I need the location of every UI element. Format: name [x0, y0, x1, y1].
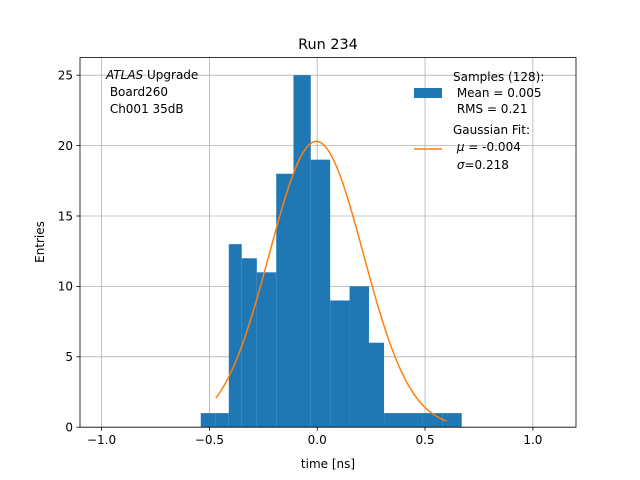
legend-fit-mu-symbol: μ — [456, 140, 465, 154]
axes-frame — [79, 57, 577, 428]
y-tick-label: 20 — [58, 139, 73, 153]
legend-histogram-line-3: RMS = 0.21 — [453, 102, 528, 116]
y-axis-ticks: 0 5 10 15 20 25 — [58, 69, 80, 435]
y-tick-label: 5 — [65, 350, 73, 364]
histogram-bar — [310, 159, 331, 428]
legend-histogram-line-2: Mean = 0.005 — [453, 86, 542, 100]
x-tick-label: −1.0 — [87, 433, 116, 447]
chart-title: Run 234 — [298, 37, 358, 53]
gaussian-fit-line — [215, 140, 447, 422]
histogram-bar — [330, 300, 350, 428]
histogram-bar — [228, 244, 242, 428]
x-axis-label: time [ns] — [301, 457, 355, 471]
legend-fit-line-3: σ=0.218 — [453, 158, 509, 172]
legend-fit-line-2: μ = -0.004 — [453, 140, 521, 154]
legend-fit-mu-value: = -0.004 — [464, 140, 520, 154]
histogram-bar — [368, 342, 385, 428]
legend-histogram-line-1: Samples (128): — [453, 70, 544, 84]
y-tick-label: 10 — [58, 280, 73, 294]
histogram-bar — [384, 413, 404, 428]
histogram-bar — [215, 413, 229, 428]
histogram-bar — [276, 173, 294, 428]
annotation-line-1: ATLAS Upgrade — [105, 68, 198, 82]
histogram-bar — [422, 413, 443, 428]
y-tick-label: 15 — [58, 209, 73, 223]
histogram-bar — [256, 272, 277, 428]
annotation-line-2: Board260 — [106, 85, 168, 99]
x-tick-label: 1.0 — [523, 433, 542, 447]
legend-fit-line-1: Gaussian Fit: — [453, 123, 530, 137]
x-tick-label: 0.0 — [308, 433, 327, 447]
x-tick-label: 0.5 — [415, 433, 434, 447]
histogram-bar — [241, 258, 257, 428]
x-tick-label: −0.5 — [195, 433, 224, 447]
annotation-italic: ATLAS — [105, 68, 144, 82]
annotation-line-1-rest: Upgrade — [143, 68, 198, 82]
histogram-bar — [442, 413, 462, 428]
legend-histogram-swatch — [414, 88, 442, 98]
legend-fit-sigma-value: =0.218 — [464, 158, 508, 172]
histogram-bar — [403, 413, 423, 428]
histogram-bar — [200, 413, 216, 428]
y-axis-label: Entries — [33, 221, 47, 263]
y-tick-label: 0 — [65, 421, 73, 435]
annotation-line-3: Ch001 35dB — [106, 102, 184, 116]
y-tick-label: 25 — [58, 69, 73, 83]
legend-fit-sigma-symbol: σ — [457, 158, 465, 172]
histogram-bar — [349, 286, 369, 428]
histogram-bar — [293, 75, 311, 428]
x-axis-ticks: −1.0 −0.5 0.0 0.5 1.0 — [87, 427, 542, 447]
atlas-annotation: ATLAS Upgrade Board260 Ch001 35dB — [105, 68, 198, 116]
legend: Samples (128): Mean = 0.005 RMS = 0.21 G… — [414, 70, 544, 172]
